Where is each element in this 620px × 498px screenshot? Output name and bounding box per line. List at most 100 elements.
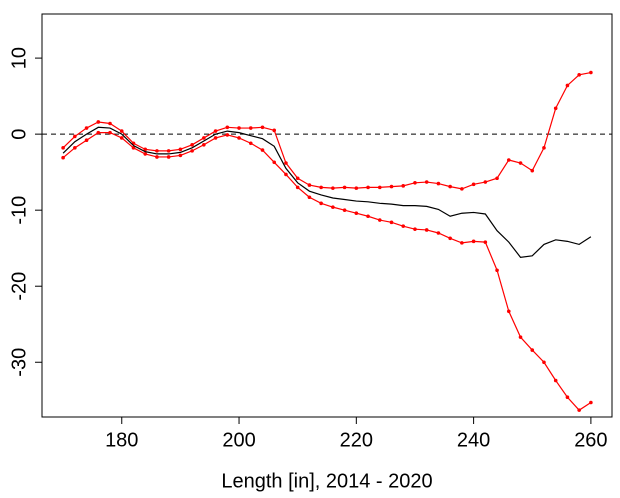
point [589,70,593,75]
point [460,241,464,245]
point [542,146,546,150]
point [178,147,183,152]
series-line [62,71,592,190]
point [518,161,523,165]
point [518,335,523,339]
point [424,228,429,232]
point [436,181,441,186]
point [225,125,230,130]
point [143,147,148,152]
point [248,141,253,146]
point [366,185,370,190]
point [119,136,124,140]
point [295,176,300,181]
point [471,182,476,187]
point [413,181,417,185]
x-axis-label: Length [in], 2014 - 2020 [221,470,432,492]
point [319,185,323,190]
y-tick-label: -30 [8,348,30,377]
point [237,126,241,130]
point [143,152,148,156]
point [354,186,359,190]
point [483,240,488,244]
point [577,73,581,77]
point [553,106,558,111]
y-tick-label: 10 [8,47,30,69]
point [272,160,277,165]
y-tick-label: -20 [8,272,30,301]
point [436,231,441,235]
point [483,180,488,184]
point [260,148,265,152]
point [354,211,359,216]
point [190,149,194,153]
point [565,395,570,400]
point [530,168,535,173]
point [225,133,230,137]
point [178,153,183,158]
point [506,158,511,162]
point [84,138,89,143]
point [342,185,347,190]
point [73,146,77,150]
point [448,236,452,241]
x-tick-label: 200 [222,429,255,451]
point [565,83,570,88]
x-tick-label: 180 [105,429,138,451]
series-line [62,126,592,258]
point [553,378,558,383]
point [119,129,124,133]
y-tick-label: -10 [8,196,30,225]
point [577,408,581,412]
point [413,227,417,231]
point [96,120,101,124]
point [213,129,218,133]
x-tick-label: 240 [457,429,490,451]
point [471,239,476,244]
point [61,155,65,160]
point [202,142,206,147]
point [377,185,382,190]
point [108,121,112,126]
point [307,183,312,187]
point [424,180,429,184]
point [307,195,312,200]
point [389,184,394,189]
point [131,146,136,150]
x-tick-label: 220 [340,429,373,451]
point [213,136,218,140]
x-tick-label: 260 [574,429,607,451]
point [84,126,89,130]
point [331,205,335,209]
point [401,184,406,188]
point [377,218,382,222]
point [342,208,347,212]
point [166,149,171,153]
point [96,130,101,135]
point [248,126,253,130]
point [542,360,546,365]
point [61,146,65,150]
point [202,136,206,140]
point [331,186,335,190]
series-line [62,132,592,411]
point [295,185,300,190]
point [530,348,535,352]
point [589,400,593,405]
point [495,176,499,181]
point [389,220,394,225]
point [237,136,241,140]
point [272,128,277,133]
y-tick-label: 0 [8,129,30,140]
point [506,309,511,314]
point [366,214,370,219]
point [460,187,464,191]
point [495,268,499,273]
point [284,172,288,177]
point [166,155,171,159]
point [73,134,77,139]
point [155,149,159,153]
point [401,224,406,228]
point [284,161,288,165]
point [155,155,159,159]
